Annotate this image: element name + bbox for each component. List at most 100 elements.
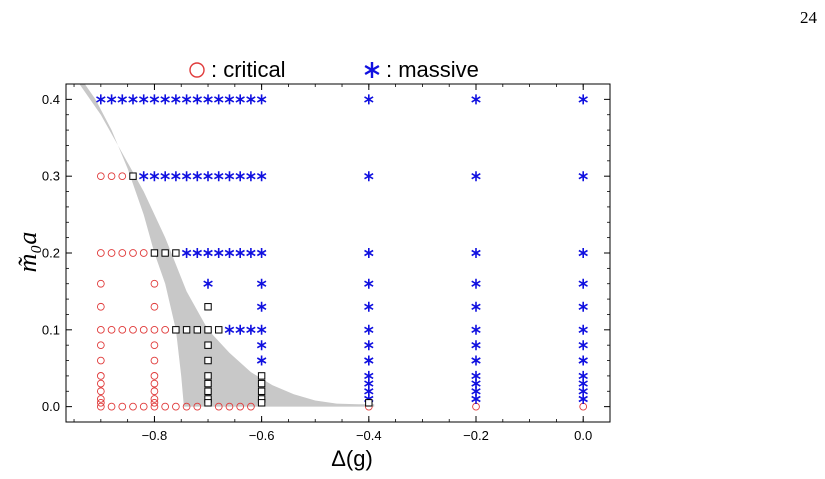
critical-point (139, 402, 148, 411)
boundary-point (129, 172, 137, 180)
y-tick-label: 0.4 (42, 92, 60, 107)
boundary-point (150, 249, 159, 257)
legend: : critical : massive (189, 57, 479, 82)
massive-point (117, 94, 127, 105)
massive-point (256, 171, 267, 182)
x-axis-label: Δ(g) (331, 446, 373, 471)
boundary-point (204, 341, 212, 349)
massive-point (364, 324, 374, 335)
boundary-point (161, 249, 169, 257)
massive-point (471, 355, 481, 366)
critical-point (96, 172, 105, 181)
boundary-point (182, 326, 191, 334)
massive-point (578, 301, 588, 312)
massive-point (471, 248, 481, 258)
boundary-point (365, 399, 373, 407)
massive-point (235, 248, 245, 258)
boundary-point (193, 326, 202, 334)
boundary-point (204, 356, 212, 365)
massive-point (214, 248, 224, 258)
critical-point (150, 356, 159, 365)
massive-point (256, 94, 267, 105)
massive-point (364, 278, 374, 289)
boundary-point (257, 387, 266, 395)
y-axis-label: m̃₀a (13, 232, 42, 273)
massive-point (171, 94, 181, 105)
critical-point (150, 325, 159, 334)
massive-point (578, 278, 588, 289)
critical-point (193, 402, 202, 411)
critical-point (96, 249, 105, 257)
critical-point (161, 402, 170, 411)
legend-massive-label: : massive (386, 57, 479, 82)
massive-point (160, 171, 170, 182)
massive-point (471, 324, 481, 335)
massive-point (171, 171, 181, 182)
boundary-point (257, 379, 266, 388)
massive-point (364, 340, 374, 351)
massive-point (246, 171, 256, 182)
critical-point (236, 402, 245, 411)
massive-point (471, 171, 481, 182)
massive-point (578, 324, 588, 335)
boundary-point (204, 372, 212, 380)
massive-point (106, 94, 117, 105)
critical-point (182, 402, 191, 411)
massive-point (138, 94, 149, 105)
critical-point (150, 398, 159, 407)
critical-point (150, 402, 159, 411)
massive-point (214, 171, 224, 182)
massive-point (181, 171, 192, 182)
page-number: 24 (800, 8, 817, 27)
legend-critical-marker (189, 62, 205, 78)
critical-point (96, 395, 105, 403)
massive-point (256, 324, 267, 335)
x-tick-label: 0.0 (574, 428, 592, 443)
massive-point (256, 340, 267, 351)
critical-point (150, 279, 159, 288)
critical-point (96, 279, 105, 288)
massive-point (96, 94, 106, 105)
critical-point (129, 325, 137, 334)
critical-point (96, 302, 105, 311)
boundary-point (204, 399, 212, 407)
y-tick-label: 0.1 (42, 322, 60, 337)
x-tick-label: −0.4 (356, 428, 382, 443)
massive-point (235, 94, 245, 105)
critical-point (107, 402, 116, 411)
critical-point (150, 372, 159, 380)
massive-point (203, 94, 213, 105)
critical-point (129, 249, 137, 257)
boundary-point (215, 326, 223, 334)
legend-item-critical: : critical (189, 57, 286, 82)
y-tick-label: 0.3 (42, 169, 60, 184)
critical-point (579, 402, 588, 411)
massive-point (224, 171, 235, 182)
shaded-region (79, 84, 375, 407)
plot-border (65, 83, 611, 423)
legend-massive-marker (364, 62, 380, 78)
critical-point (96, 387, 105, 396)
massive-point (203, 248, 213, 258)
massive-point (471, 301, 481, 312)
massive-point (181, 94, 192, 105)
legend-star-shape (364, 62, 380, 78)
massive-point (256, 248, 267, 258)
critical-point (96, 379, 105, 388)
massive-point (203, 171, 213, 182)
massive-point (256, 301, 267, 312)
massive-point (192, 94, 203, 105)
massive-point (578, 355, 588, 366)
massive-point (364, 94, 374, 105)
massive-point (203, 278, 213, 289)
massive-point (192, 248, 203, 258)
legend-critical-label: : critical (211, 57, 286, 82)
critical-point (150, 379, 159, 388)
massive-point (471, 340, 481, 351)
massive-point (578, 171, 588, 182)
critical-point (161, 325, 170, 334)
boundary-point (172, 249, 180, 257)
massive-point (364, 171, 374, 182)
massive-point (224, 94, 235, 105)
